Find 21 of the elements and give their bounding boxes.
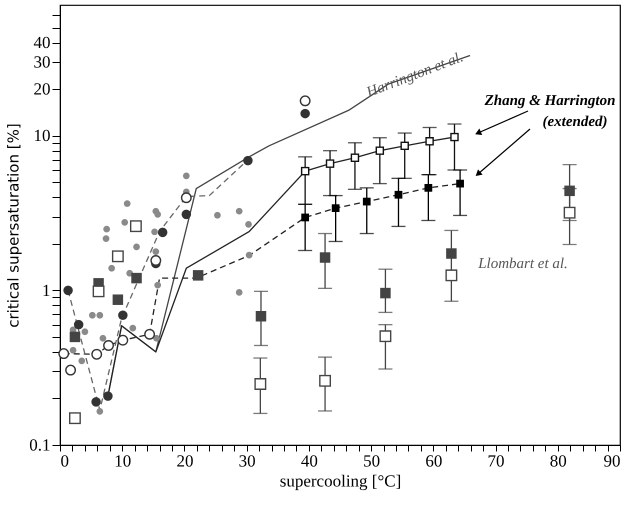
y-tick-label: 20	[34, 80, 50, 99]
x-tick-label: 30	[238, 452, 256, 470]
annotation: Llombart et al.	[477, 256, 568, 272]
x-tick-label: 50	[363, 452, 380, 470]
x-tick-label: 70	[488, 452, 505, 470]
x-tick-label: 20	[176, 452, 194, 470]
y-tick-label: 0.1	[29, 436, 50, 454]
x-tick-label: 0	[60, 452, 69, 470]
x-tick-label: 90	[604, 452, 620, 470]
annotation: (extended)	[542, 114, 608, 130]
y-tick-label: 10	[34, 126, 50, 146]
y-tick-label: 40	[34, 33, 50, 52]
x-axis-title: supercooling [°C]	[280, 472, 402, 490]
y-tick-label: 30	[34, 52, 50, 72]
y-tick-label: 1	[42, 280, 50, 300]
x-tick-label: 60	[425, 452, 442, 470]
x-tick-label: 10	[114, 452, 132, 470]
x-tick-label: 40	[300, 452, 318, 470]
annotation: Zhang & Harrington	[484, 93, 616, 109]
x-tick-label: 80	[550, 452, 567, 470]
y-axis-title: critical supersaturation [%]	[4, 123, 22, 328]
